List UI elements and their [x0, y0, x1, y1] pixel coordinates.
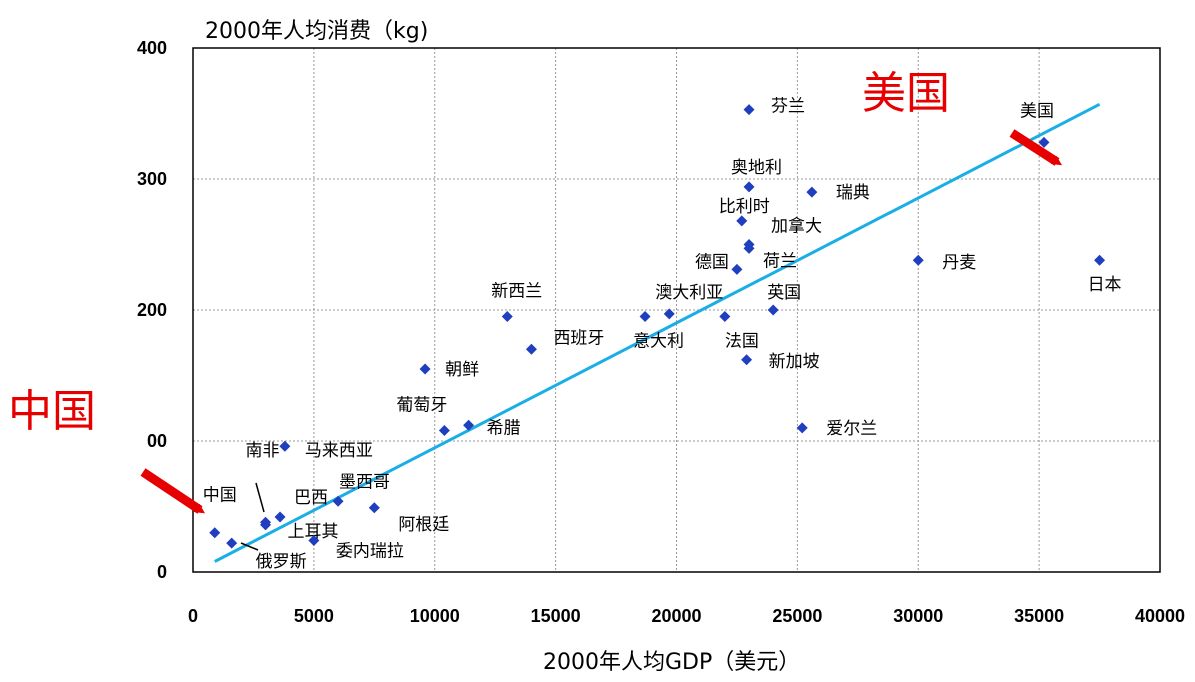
point-label: 澳大利亚	[655, 283, 723, 303]
data-point	[796, 422, 808, 434]
data-point	[226, 537, 238, 549]
red-arrow-china	[140, 468, 205, 514]
x-tick-label: 10000	[410, 606, 460, 626]
data-point	[767, 304, 779, 316]
data-point	[719, 311, 731, 323]
x-tick-label: 25000	[772, 606, 822, 626]
point-label: 马来西亚	[305, 441, 373, 461]
data-point	[731, 263, 743, 275]
data-point	[806, 186, 818, 198]
point-label: 上耳其	[288, 522, 339, 542]
data-point	[463, 419, 475, 431]
data-point	[736, 215, 748, 227]
point-label: 俄罗斯	[256, 552, 307, 572]
annotation-usa: 美国	[862, 68, 950, 119]
data-point	[1038, 136, 1050, 148]
point-label: 南非	[246, 441, 280, 461]
data-point	[912, 254, 924, 266]
data-point	[308, 535, 320, 547]
x-tick-label: 35000	[1014, 606, 1064, 626]
data-point	[1094, 254, 1106, 266]
point-label: 委内瑞拉	[336, 542, 404, 562]
x-tick-label: 20000	[651, 606, 701, 626]
data-point	[368, 502, 380, 514]
point-label: 新加坡	[769, 352, 820, 372]
point-label: 意大利	[633, 332, 684, 352]
point-label: 丹麦	[942, 253, 976, 273]
point-label: 美国	[1020, 101, 1054, 121]
point-label: 奥地利	[731, 158, 782, 178]
annotation-china: 中国	[8, 386, 96, 437]
point-label: 法国	[725, 332, 759, 352]
y-tick-label: 00	[147, 431, 167, 451]
data-point	[438, 425, 450, 437]
data-point	[743, 242, 755, 254]
point-label: 葡萄牙	[396, 396, 447, 416]
x-axis-title: 2000年人均GDP（美元）	[543, 650, 800, 675]
red-arrow-usa	[1009, 129, 1063, 166]
point-label: 希腊	[487, 418, 521, 438]
data-point	[501, 311, 513, 323]
data-point	[279, 440, 291, 452]
y-axis-title: 2000年人均消费（kg)	[205, 19, 428, 44]
point-label: 新西兰	[491, 282, 542, 302]
point-label: 中国	[203, 486, 237, 506]
data-point	[743, 104, 755, 116]
data-point	[743, 181, 755, 193]
leader-line-nanfei	[255, 482, 265, 513]
data-point	[741, 354, 753, 366]
point-label: 阿根廷	[398, 515, 449, 535]
point-label: 比利时	[719, 197, 770, 217]
point-label: 墨西哥	[339, 472, 390, 492]
data-point	[332, 495, 344, 507]
leader-line-eluosi	[240, 542, 259, 551]
point-label: 西班牙	[553, 328, 604, 348]
point-label: 巴西	[294, 488, 328, 508]
y-tick-label: 300	[137, 169, 167, 189]
data-point	[274, 511, 286, 523]
y-tick-label: 400	[137, 38, 167, 58]
data-point	[525, 343, 537, 355]
point-label: 英国	[767, 283, 801, 303]
data-point	[209, 527, 221, 539]
point-label: 爱尔兰	[826, 419, 877, 439]
x-tick-labels: 0 5000 10000 15000 20000 25000 30000 35000 40000	[188, 606, 1185, 626]
trend-line	[214, 102, 1101, 563]
point-label: 加拿大	[771, 216, 822, 237]
x-tick-label: 30000	[893, 606, 943, 626]
x-tick-label: 40000	[1135, 606, 1185, 626]
x-tick-label: 15000	[531, 606, 581, 626]
data-point	[260, 519, 272, 531]
point-label: 朝鲜	[445, 360, 479, 380]
gridlines	[193, 48, 1160, 572]
data-point	[419, 363, 431, 375]
point-label: 日本	[1088, 275, 1122, 295]
point-label: 德国	[695, 252, 729, 272]
data-point	[639, 311, 651, 323]
point-label: 芬兰	[771, 97, 805, 117]
point-label: 瑞典	[836, 183, 870, 203]
point-label: 荷兰	[763, 251, 797, 271]
y-tick-label: 200	[137, 300, 167, 320]
x-tick-label: 5000	[294, 606, 334, 626]
x-tick-label: 0	[188, 606, 198, 626]
plot-frame	[192, 47, 1161, 573]
y-tick-label: 0	[157, 562, 167, 582]
data-point	[663, 308, 675, 320]
